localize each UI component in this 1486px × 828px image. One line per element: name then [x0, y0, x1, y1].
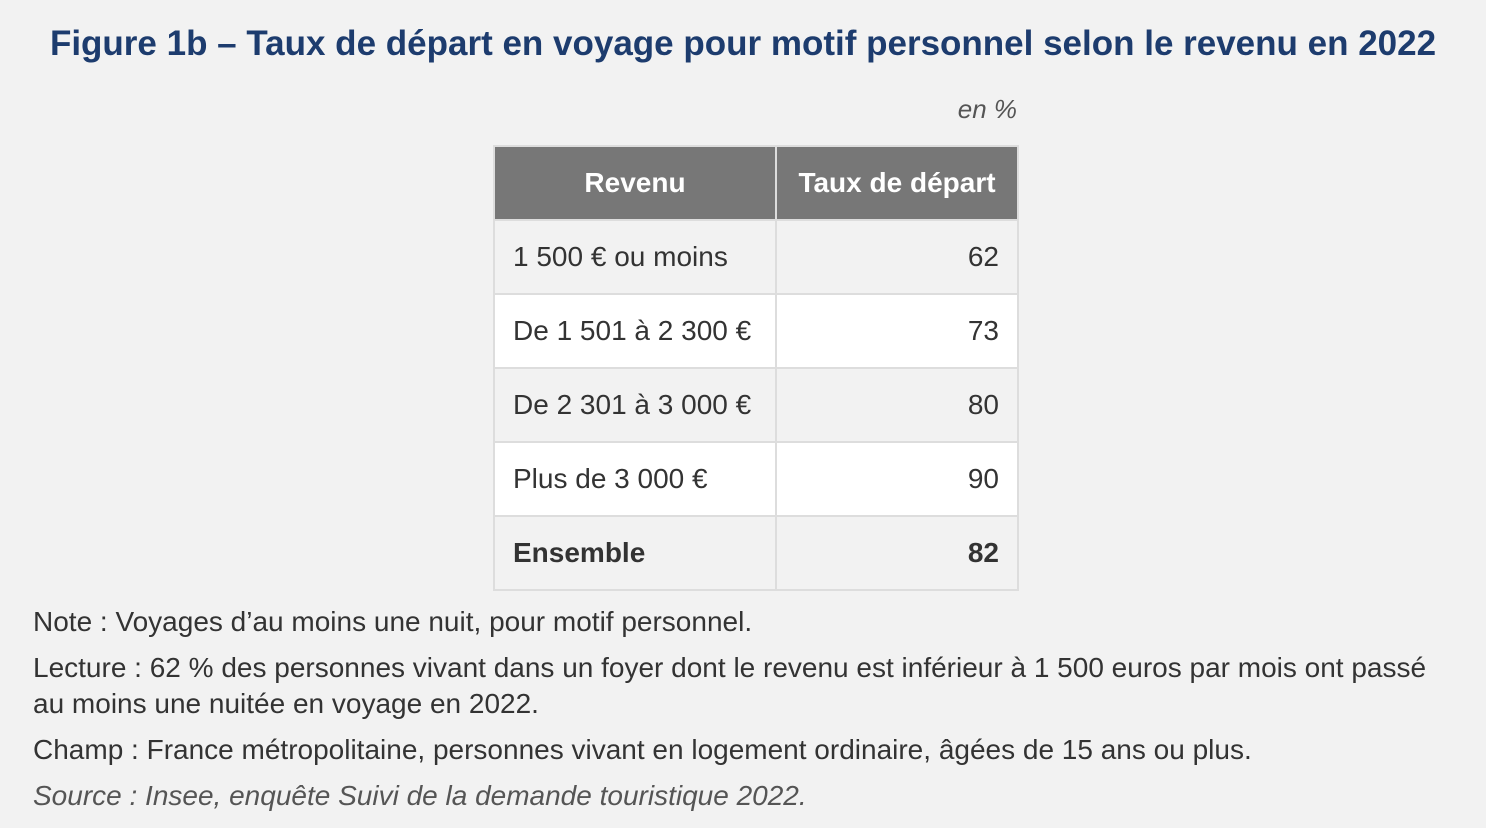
table-row: De 1 501 à 2 300 €73 [493, 293, 1019, 369]
row-label: 1 500 € ou moins [493, 219, 777, 295]
table-row: 1 500 € ou moins 62 [493, 219, 1019, 295]
title: Figure 1b – Taux de départ en voyage pou… [49, 24, 1437, 63]
row-label: Ensemble [493, 515, 777, 591]
header-row: Revenu Taux de départ [493, 145, 1019, 221]
data-table: Revenu Taux de départ 1 500 € ou moins 62… [493, 145, 1019, 591]
column-header: Revenu [493, 145, 777, 221]
cell-value: 73 [775, 293, 1019, 369]
table-row: Ensemble 82 [493, 515, 1019, 591]
table-row: Plus de 3 000 €90 [493, 441, 1019, 517]
cell-value: 82 [775, 515, 1019, 591]
row-label: Plus de 3 000 € [493, 441, 777, 517]
champ: Champ : France métropolitaine, personnes… [33, 734, 1252, 765]
table-row: De 2 301 à 3 000 €80 [493, 367, 1019, 443]
unit: en % [957, 94, 1017, 124]
cell-value: 62 [775, 219, 1019, 295]
row-label: De 2 301 à 3 000 € [493, 367, 777, 443]
note: Note : Voyages d’au moins une nuit, pour… [33, 606, 753, 637]
cell-value: 90 [775, 441, 1019, 517]
row-label: De 1 501 à 2 300 € [493, 293, 777, 369]
source: Source : Insee, enquête Suivi de la dema… [33, 780, 807, 811]
cell-value: 80 [775, 367, 1019, 443]
lecture: Lecture : 62 % des personnes vivant dans… [33, 652, 1427, 719]
column-header: Taux de départ [775, 145, 1019, 221]
